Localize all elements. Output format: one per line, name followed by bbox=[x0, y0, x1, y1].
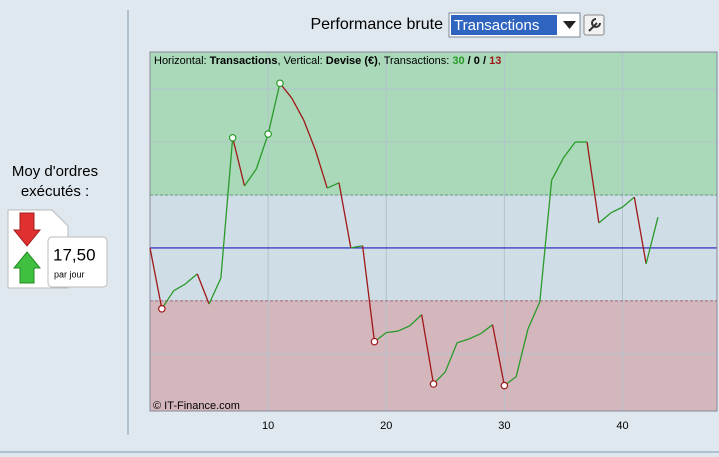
line-segment bbox=[480, 324, 493, 335]
header-text: Devise (€) bbox=[326, 55, 378, 67]
up-arrow-icon bbox=[12, 251, 42, 284]
line-segment bbox=[196, 273, 210, 305]
toolbar-label: Performance brute bbox=[310, 16, 443, 33]
line-segment bbox=[314, 149, 328, 189]
header-text: / bbox=[465, 55, 474, 67]
line-segment bbox=[421, 314, 435, 385]
header-text: 30 bbox=[452, 55, 464, 67]
header-text: 13 bbox=[489, 55, 501, 67]
line-segment bbox=[633, 196, 647, 264]
line-segment bbox=[291, 97, 305, 121]
line-segment bbox=[562, 141, 576, 159]
line-segment bbox=[456, 338, 470, 344]
plot: 10 20 30 40 Horizontal: Transactions, Vertic… bbox=[149, 51, 718, 432]
header-text: , Transactions: bbox=[378, 55, 453, 67]
wrench-icon bbox=[588, 18, 601, 32]
line-segment bbox=[338, 182, 352, 249]
line-segment bbox=[149, 247, 163, 309]
header-text: Horizontal: bbox=[154, 55, 210, 67]
line-segment bbox=[610, 206, 623, 214]
dropdown-arrow[interactable] bbox=[563, 21, 576, 29]
chart-header: Horizontal: Transactions, Vertical: Devi… bbox=[154, 55, 501, 67]
line-segment bbox=[326, 182, 340, 189]
marker bbox=[264, 130, 272, 138]
plot-border bbox=[149, 51, 718, 412]
x-tick-label: 40 bbox=[616, 420, 628, 432]
line-segment bbox=[444, 342, 458, 373]
line-segment bbox=[515, 328, 529, 377]
label: Moy d'ordres bbox=[12, 163, 98, 180]
credit: © IT-Finance.com bbox=[153, 400, 240, 412]
marker bbox=[429, 380, 438, 388]
line-segment bbox=[350, 245, 363, 249]
marker bbox=[276, 79, 284, 88]
header-text: 0 bbox=[474, 55, 480, 67]
header-text: , Vertical: bbox=[278, 55, 326, 67]
line-segment bbox=[468, 333, 482, 340]
marker bbox=[370, 337, 379, 346]
marker bbox=[228, 133, 237, 142]
label: exécutés : bbox=[21, 183, 89, 200]
line-segment bbox=[185, 273, 198, 285]
marker bbox=[500, 381, 509, 390]
x-tick-label: 20 bbox=[380, 420, 392, 432]
select-highlight bbox=[451, 15, 557, 35]
x-tick-label: 10 bbox=[262, 420, 274, 432]
line-segment bbox=[527, 301, 541, 330]
loss-zone bbox=[150, 300, 717, 411]
header-text: / bbox=[480, 55, 489, 67]
line-segment bbox=[622, 196, 635, 208]
line-segment bbox=[173, 283, 186, 292]
line-segment bbox=[267, 83, 281, 135]
line-segment bbox=[539, 180, 553, 302]
line-segment bbox=[645, 217, 659, 264]
line-segment bbox=[255, 133, 269, 170]
value-box bbox=[47, 236, 108, 288]
line-segment bbox=[302, 119, 316, 151]
line-segment bbox=[409, 314, 423, 327]
line-segment bbox=[208, 277, 222, 305]
line-segment bbox=[361, 245, 376, 342]
line-segment bbox=[386, 330, 399, 334]
unit: par jour bbox=[54, 269, 85, 279]
line-segment bbox=[220, 137, 234, 279]
marker bbox=[158, 305, 166, 313]
down-arrow-icon bbox=[12, 212, 42, 247]
line-segment bbox=[598, 212, 612, 224]
line-segment bbox=[232, 137, 246, 187]
line-segment bbox=[397, 325, 411, 332]
profit-zone bbox=[150, 52, 717, 195]
line-segment bbox=[586, 141, 600, 224]
header-text: Transactions bbox=[210, 55, 278, 67]
select-value: Transactions bbox=[454, 17, 539, 34]
line-segment bbox=[243, 168, 257, 187]
line-segment bbox=[491, 324, 506, 386]
value: 17,50 bbox=[53, 245, 96, 264]
x-tick-label: 30 bbox=[498, 420, 510, 432]
line-segment bbox=[551, 157, 565, 181]
